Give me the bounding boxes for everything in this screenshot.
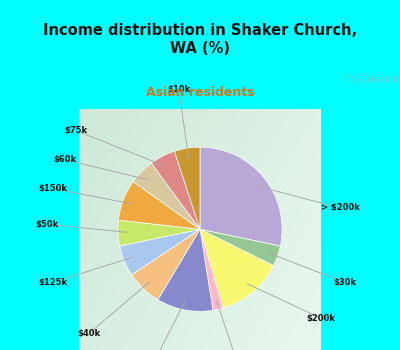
Text: $125k: $125k <box>39 278 68 287</box>
Wedge shape <box>200 229 280 266</box>
Wedge shape <box>200 229 274 308</box>
Wedge shape <box>118 182 200 229</box>
Wedge shape <box>132 229 200 300</box>
Text: $10k: $10k <box>167 85 190 94</box>
Wedge shape <box>174 147 200 229</box>
Text: $30k: $30k <box>333 278 356 287</box>
Text: City-Data.com: City-Data.com <box>343 75 398 84</box>
Wedge shape <box>133 163 200 229</box>
Wedge shape <box>151 151 200 229</box>
Text: $75k: $75k <box>65 126 88 135</box>
Text: $50k: $50k <box>36 220 59 229</box>
Wedge shape <box>200 147 282 246</box>
Wedge shape <box>200 229 223 310</box>
Text: $200k: $200k <box>306 314 335 323</box>
Text: $40k: $40k <box>77 329 100 338</box>
Text: Income distribution in Shaker Church,
WA (%): Income distribution in Shaker Church, WA… <box>43 23 357 56</box>
Text: $150k: $150k <box>39 184 68 193</box>
Text: $60k: $60k <box>53 155 76 164</box>
Wedge shape <box>158 229 213 312</box>
Wedge shape <box>120 229 200 275</box>
Wedge shape <box>118 220 200 246</box>
Text: > $200k: > $200k <box>321 203 360 212</box>
Text: Asian residents: Asian residents <box>146 86 254 99</box>
